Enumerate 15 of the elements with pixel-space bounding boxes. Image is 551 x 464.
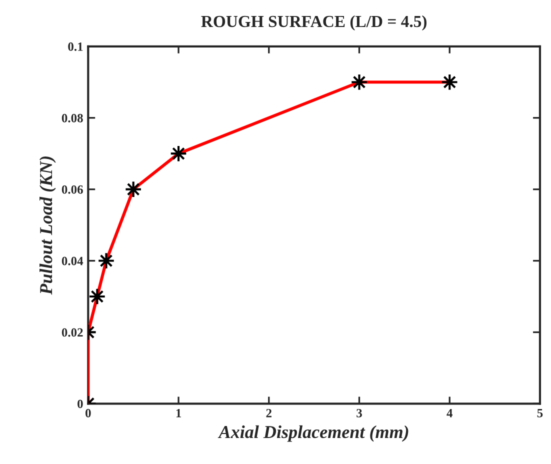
y-tick-label: 0.04 [62, 256, 84, 266]
y-tick-label: 0.02 [62, 328, 83, 337]
x-tick-label: 1 [176, 408, 182, 418]
y-axis-title: Pullout Load (KN) [39, 156, 56, 295]
y-tick-label: 0.1 [68, 42, 83, 51]
y-tick-label: 0 [78, 400, 83, 408]
y-tick-label: 0.06 [62, 185, 83, 194]
x-tick-label: 5 [537, 409, 543, 418]
y-tick-label: 0.08 [62, 114, 83, 122]
x-tick-label: 0 [86, 408, 91, 418]
x-tick-label: 2 [266, 408, 272, 418]
x-tick-label: 3 [356, 408, 362, 418]
x-axis-title: Axial Displacement (mm) [218, 425, 408, 442]
chart-title: ROUGH SURFACE (L/D = 4.5) [201, 15, 426, 31]
x-tick-label: 4 [446, 408, 453, 418]
